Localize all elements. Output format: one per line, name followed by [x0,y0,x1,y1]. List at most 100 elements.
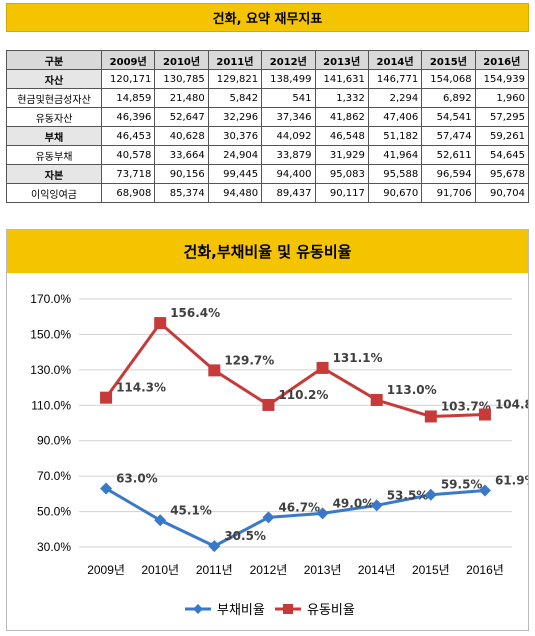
table-cell: 31,929 [314,145,369,165]
table-cell: 40,628 [154,126,209,146]
y-tick-label: 150.0% [30,327,71,341]
table-cell: 154,068 [421,69,476,89]
column-header: 2011년 [207,50,263,70]
table-cell: 95,083 [314,164,369,184]
column-header: 2012년 [261,50,316,70]
table-cell: 59,261 [474,126,530,146]
data-point [262,398,275,411]
table-cell: 95,678 [474,164,530,184]
table-cell: 99,445 [207,164,263,184]
table-cell: 54,541 [421,107,476,127]
table-row: 자본 73,718 90,156 99,445 94,400 95,083 95,588 96… [6,164,530,184]
row-label: 이익잉여금 [6,183,102,203]
table-cell: 46,453 [100,126,156,146]
table-header-row: 구분 2009년 2010년 2011년 2012년 2013년 2014년 2… [6,50,530,70]
data-point [208,364,221,377]
row-label: 유동부채 [6,145,102,165]
table-cell: 141,631 [314,69,369,89]
table-cell: 51,182 [367,126,423,146]
table-cell: 94,480 [207,183,263,203]
table-row: 유동부채 40,578 33,664 24,904 33,879 31,929 41,964… [6,145,530,165]
legend-label: 부채비율 [217,603,265,618]
table-cell: 41,964 [367,145,423,165]
data-label: 104.8% [495,397,528,411]
table-cell: 40,578 [100,145,156,165]
x-tick-label: 2013년 [304,563,342,577]
table-cell: 46,396 [100,107,156,127]
table-cell: 21,480 [154,88,209,108]
column-header: 2010년 [154,50,209,70]
table-cell: 154,939 [474,69,530,89]
data-label: 45.1% [170,503,212,517]
table-cell: 146,771 [367,69,423,89]
data-point [370,393,383,406]
legend-label: 유동비율 [307,603,355,618]
chart-panel: 건화,부채비율 및 유동비율 30.0% 50.0% 70.0% 90.0% 110.0… [6,229,529,631]
table-cell: 52,611 [421,145,476,165]
data-point [100,391,113,404]
column-header: 2014년 [367,50,423,70]
data-label: 114.3% [116,381,166,395]
column-header: 2013년 [314,50,369,70]
x-tick-label: 2010년 [141,563,179,577]
table-cell: 37,346 [261,107,316,127]
table-cell: 54,645 [474,145,530,165]
table-cell: 1,960 [474,88,530,108]
table-cell: 6,892 [421,88,476,108]
data-point [208,540,221,553]
table-cell: 68,908 [100,183,156,203]
data-point [316,361,329,374]
data-label: 113.0% [387,383,437,397]
table-cell: 30,376 [207,126,263,146]
chart-title: 건화,부채비율 및 유동비율 [7,230,528,273]
data-label: 131.1% [333,351,383,365]
data-point [316,507,329,520]
table-cell: 91,706 [421,183,476,203]
data-point [262,511,275,524]
row-label: 자본 [6,164,102,184]
table-cell: 85,374 [154,183,209,203]
financial-summary-table: 구분 2009년 2010년 2011년 2012년 2013년 2014년 2… [6,50,530,203]
y-tick-label: 110.0% [31,398,71,412]
table-row: 자산 120,171 130,785 129,821 138,499 141,631 146… [6,69,530,89]
row-label: 유동자산 [6,107,102,127]
data-label: 59.5% [441,478,483,492]
data-label: 129.7% [224,353,274,367]
table-cell: 32,296 [207,107,263,127]
table-body: 자산 120,171 130,785 129,821 138,499 141,631 146… [6,69,530,203]
data-label: 49.0% [333,496,375,510]
x-tick-label: 2014년 [358,563,396,577]
table-row: 이익잉여금 68,908 85,374 94,480 89,437 90,117 90,67… [6,183,530,203]
column-header: 구분 [6,50,102,70]
table-cell: 120,171 [100,69,156,89]
data-point [100,482,113,495]
table-cell: 2,294 [367,88,423,108]
data-label: 53.5% [387,488,429,502]
table-cell: 33,879 [261,145,316,165]
x-tick-label: 2016년 [466,563,504,577]
table-cell: 73,718 [100,164,156,184]
table-cell: 138,499 [261,69,316,89]
data-point [154,514,167,527]
column-header: 2009년 [100,50,156,70]
data-point [424,410,437,423]
table-cell: 24,904 [207,145,263,165]
data-label: 156.4% [170,306,220,320]
x-tick-label: 2015년 [412,563,450,577]
row-label: 자산 [6,69,102,89]
data-label: 103.7% [441,399,491,413]
table-cell: 46,548 [314,126,369,146]
page-title: 건화, 요약 재무지표 [6,3,529,32]
table-cell: 57,474 [421,126,476,146]
y-tick-label: 50.0% [37,505,71,519]
data-label: 61.9% [495,473,528,487]
data-label: 110.2% [278,388,328,402]
row-label: 현금및현금성자산 [6,88,102,108]
x-tick-label: 2011년 [196,563,233,577]
table-cell: 1,332 [314,88,369,108]
series-line [104,321,485,418]
legend-marker [283,604,293,614]
table-cell: 5,842 [207,88,263,108]
table-cell: 541 [261,88,316,108]
table-row: 부채 46,453 40,628 30,376 44,092 46,548 51,182 57… [6,126,530,146]
